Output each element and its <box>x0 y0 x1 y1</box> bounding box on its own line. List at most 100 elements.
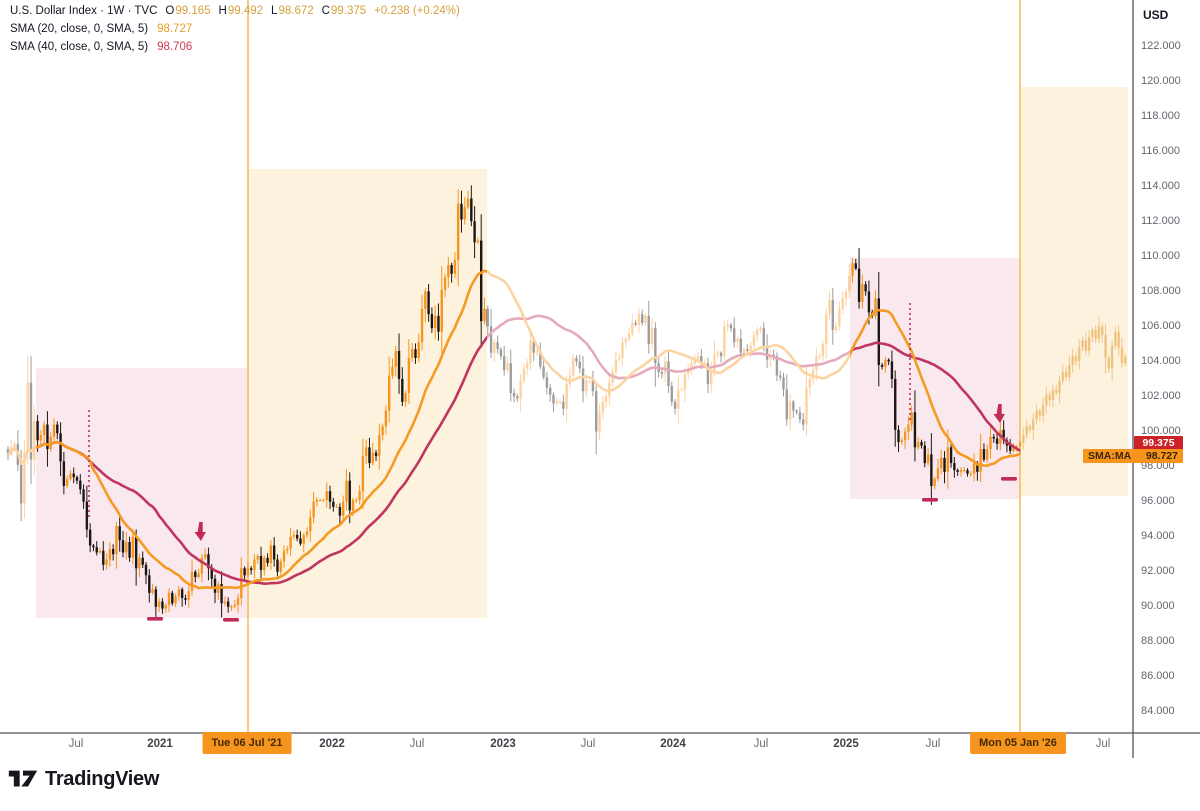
time-tick-label: 2024 <box>660 738 686 750</box>
candle-body <box>936 468 940 479</box>
candle-body <box>1012 447 1015 451</box>
candle-body <box>949 447 953 464</box>
candle-body <box>121 540 125 553</box>
candle-body <box>1022 435 1025 443</box>
candle-body <box>930 454 933 486</box>
time-tick-label: Jul <box>753 738 769 750</box>
candle-body <box>867 291 871 313</box>
candle-body <box>318 499 322 501</box>
candle-body <box>138 557 141 569</box>
time-tick-label: 2025 <box>833 738 859 750</box>
candle-body <box>236 598 240 606</box>
candle-body <box>190 571 194 592</box>
candle-body <box>82 489 85 502</box>
candle-body <box>466 198 470 208</box>
candle-body <box>410 349 414 358</box>
candle-body <box>144 564 148 576</box>
time-tick-label: Jul <box>925 738 941 750</box>
down-arrow-marker <box>993 404 1005 423</box>
candle-body <box>1107 357 1111 369</box>
price-tick-label: 104.000 <box>1141 354 1181 367</box>
candle-body <box>315 499 319 502</box>
candle-body <box>88 529 92 546</box>
candle-body <box>1094 329 1097 339</box>
event-date-badge-left[interactable]: Tue 06 Jul '21 <box>202 732 292 754</box>
candle-body <box>982 449 986 460</box>
candle-body <box>263 557 266 571</box>
candle-body <box>256 556 259 560</box>
candle-body <box>969 473 972 475</box>
legend-symbol-row[interactable]: U.S. Dollar Index · 1W · TVC O 99.165 H 99… <box>10 5 460 23</box>
candle-body <box>923 445 926 464</box>
candle-body <box>1117 331 1120 348</box>
candle-body <box>1002 429 1005 441</box>
candle-body <box>427 291 430 315</box>
last-price-label: 99.375 <box>1134 436 1183 450</box>
candle-body <box>976 463 979 472</box>
legend: U.S. Dollar Index · 1W · TVC O 99.165 H 99… <box>10 5 460 59</box>
candles-forecast <box>1022 316 1127 450</box>
price-tick-label: 92.000 <box>1141 565 1175 578</box>
candle-body <box>391 366 394 376</box>
candle-body <box>207 554 210 569</box>
tradingview-logo-text: TradingView <box>45 767 160 790</box>
candle-body <box>194 571 197 578</box>
candle-body <box>328 491 332 502</box>
candle-body <box>364 447 368 457</box>
candle-body <box>335 506 338 508</box>
candle-body <box>880 364 884 367</box>
candle-body <box>854 263 857 269</box>
candle-body <box>986 449 989 460</box>
low-dash-marker <box>147 617 163 621</box>
legend-sma40-row[interactable]: SMA (40, close, 0, SMA, 5) 98.706 <box>10 41 460 59</box>
candle-body <box>417 342 420 358</box>
candle-body <box>187 591 190 600</box>
candle-body <box>407 357 411 394</box>
candle-body <box>476 240 480 243</box>
price-tick-label: 114.000 <box>1141 179 1180 192</box>
candle-body <box>65 478 69 486</box>
candle-body <box>992 436 995 439</box>
candle-body <box>1035 410 1038 420</box>
candle-body <box>240 568 243 599</box>
tradingview-logo[interactable]: TradingView <box>8 766 159 792</box>
candle-body <box>210 568 213 579</box>
candle-body <box>180 589 184 599</box>
candle-body <box>75 477 79 481</box>
candle-body <box>966 470 969 474</box>
sma40-value: 98.706 <box>157 41 193 53</box>
candle-body <box>157 601 161 607</box>
candle-body <box>282 550 286 562</box>
candle-body <box>861 284 864 302</box>
down-arrow-marker <box>194 522 206 541</box>
candle-body <box>46 424 49 450</box>
candle-body <box>161 601 164 609</box>
event-date-badge-right[interactable]: Mon 05 Jan '26 <box>970 732 1066 754</box>
candle-body <box>105 559 108 565</box>
candle-body <box>1058 380 1061 394</box>
candle-body <box>926 454 930 464</box>
candle-body <box>118 526 121 541</box>
candle-body <box>131 536 135 558</box>
candle-body <box>69 473 72 479</box>
candle-body <box>1061 371 1065 381</box>
candle-body <box>1074 356 1078 362</box>
candle-body <box>877 298 880 365</box>
candle-body <box>450 265 453 274</box>
legend-sma20-row[interactable]: SMA (20, close, 0, SMA, 5) 98.727 <box>10 23 460 41</box>
candle-body <box>177 589 181 597</box>
candle-body <box>900 440 903 443</box>
candle-body <box>154 589 158 607</box>
candle-body <box>292 534 296 537</box>
price-tick-label: 122.000 <box>1141 39 1181 52</box>
candle-body <box>897 429 900 443</box>
highlight-region-orange <box>248 169 487 618</box>
candle-body <box>167 592 171 606</box>
candle-body <box>111 548 115 555</box>
candle-body <box>79 480 82 490</box>
candle-body <box>473 221 476 243</box>
candle-body <box>358 491 361 500</box>
candle-body <box>857 268 861 302</box>
candle-body <box>220 584 223 604</box>
